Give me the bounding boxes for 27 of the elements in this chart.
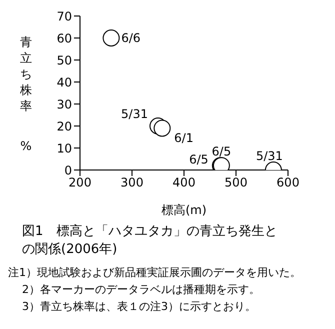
y-tick-label: 20 — [56, 119, 72, 134]
text: 注1）現地試験および新品種実証展示圃のデータを用いた。 — [8, 265, 302, 281]
text: 3）青立ち株率は、表１の注3）に示すとおり。 — [21, 299, 257, 315]
text: 図1 標高と「ハタユタカ」の青立ち発生との関係(2006年) — [21, 223, 278, 258]
y-tick-label: 50 — [56, 53, 72, 68]
x-tick-label: 400 — [172, 176, 196, 190]
y-tick-label: 10 — [56, 141, 72, 156]
annotation: 5/31 — [256, 149, 283, 163]
annotation: 6/5 — [212, 144, 232, 159]
y-tick-label: 0 — [64, 163, 72, 178]
y-tick-label: 60 — [56, 31, 72, 46]
y-tick-label: 70 — [56, 9, 72, 24]
annotation: 6/5 — [189, 152, 208, 167]
annotation: 6/6 — [121, 31, 141, 45]
x-tick-label: 500 — [224, 176, 248, 190]
text: 2）各マーカーのデータラベルは播種期を示す。 — [21, 282, 261, 298]
annotation: 6/1 — [174, 131, 194, 146]
x-tick-label: 300 — [120, 176, 144, 190]
y-tick-label: 30 — [56, 97, 72, 112]
x-tick-label: 600 — [276, 176, 300, 190]
point — [154, 120, 171, 137]
text: 青立ち株率% — [20, 35, 32, 153]
x-axis-title: 標高(m) — [161, 203, 207, 217]
point — [102, 30, 120, 46]
x-tick-label: 200 — [68, 176, 92, 190]
annotation: 5/31 — [121, 107, 148, 121]
y-tick-label: 40 — [56, 75, 72, 90]
